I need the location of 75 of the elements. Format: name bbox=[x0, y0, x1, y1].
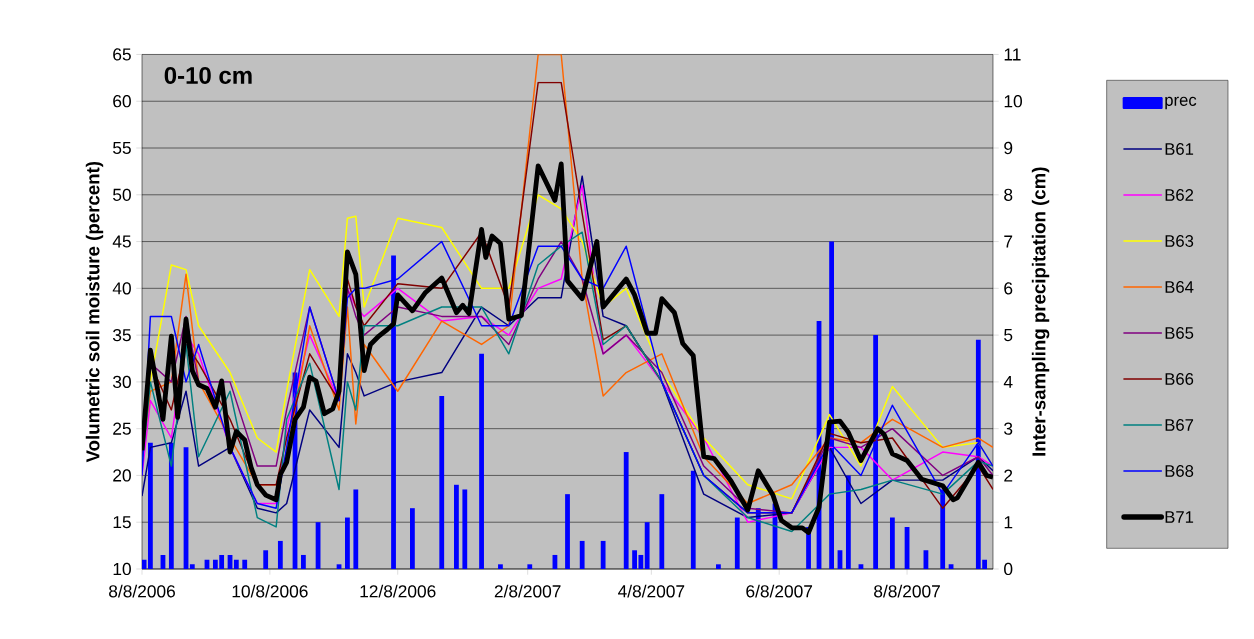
bar bbox=[565, 494, 570, 569]
y-tick-label: 55 bbox=[113, 141, 131, 155]
y2-tick-label: 7 bbox=[1004, 235, 1013, 248]
bar bbox=[716, 564, 721, 569]
y-tick-label: 30 bbox=[113, 375, 131, 389]
bar bbox=[498, 564, 503, 569]
y2-tick-label: 10 bbox=[1004, 95, 1023, 108]
bar bbox=[439, 395, 445, 569]
x-tick-label: 2/8/2007 bbox=[494, 584, 561, 598]
legend-label: B62 bbox=[1165, 189, 1194, 201]
y2-tick-label: 5 bbox=[1004, 329, 1013, 342]
y2-tick-label: 3 bbox=[1004, 422, 1013, 435]
x-tick-label: 8/8/2006 bbox=[109, 584, 175, 598]
legend-label: B61 bbox=[1165, 143, 1194, 155]
bar bbox=[336, 564, 342, 569]
bar bbox=[527, 564, 533, 569]
chart-title: 0-10 cm bbox=[164, 66, 252, 84]
y2-tick-label: 0 bbox=[1004, 562, 1013, 576]
bar bbox=[353, 489, 359, 569]
y-tick-label: 10 bbox=[113, 562, 131, 576]
legend-label: B67 bbox=[1165, 419, 1194, 431]
legend-label: prec bbox=[1165, 96, 1197, 110]
y2-tick-label: 11 bbox=[1004, 48, 1021, 61]
y-tick-label: 65 bbox=[113, 48, 131, 61]
y-tick-label: 50 bbox=[113, 188, 131, 201]
legend-label: B63 bbox=[1165, 235, 1194, 247]
legend-label: B71 bbox=[1165, 511, 1194, 523]
bar bbox=[242, 559, 248, 569]
y2-tick-label: 4 bbox=[1003, 375, 1013, 388]
x-tick-label: 12/8/2006 bbox=[360, 584, 436, 598]
y2-tick-label: 6 bbox=[1004, 282, 1013, 295]
x-tick-label: 6/8/2007 bbox=[746, 584, 813, 598]
bar bbox=[454, 484, 459, 569]
y-tick-label: 45 bbox=[112, 235, 131, 248]
y2-tick-label: 8 bbox=[1004, 188, 1013, 201]
y-tick-label: 40 bbox=[112, 282, 131, 295]
x-tick-label: 8/8/2007 bbox=[874, 584, 940, 598]
y2-tick-label: 9 bbox=[1004, 141, 1013, 155]
y-tick-label: 15 bbox=[113, 516, 131, 529]
y-tick-label: 25 bbox=[113, 422, 131, 435]
y2-tick-label: 2 bbox=[1004, 469, 1013, 482]
y-tick-label: 35 bbox=[113, 328, 131, 342]
legend-label: B64 bbox=[1165, 281, 1194, 293]
bar bbox=[948, 564, 954, 569]
bar bbox=[623, 452, 629, 569]
bar bbox=[858, 564, 864, 569]
bar bbox=[479, 353, 484, 569]
y-tick-label: 20 bbox=[113, 469, 131, 482]
bar bbox=[462, 489, 468, 569]
bar bbox=[410, 508, 415, 569]
bar bbox=[301, 554, 306, 569]
y2-tick-label: 1 bbox=[1004, 516, 1013, 529]
bar bbox=[168, 442, 174, 569]
bar bbox=[345, 517, 350, 569]
legend-label: B65 bbox=[1165, 327, 1194, 339]
bar bbox=[263, 550, 269, 569]
bar bbox=[147, 442, 153, 569]
legend-label: B68 bbox=[1165, 465, 1194, 477]
bar bbox=[845, 475, 851, 569]
bar bbox=[659, 494, 665, 569]
bar bbox=[233, 559, 239, 569]
legend-label: B66 bbox=[1165, 373, 1194, 385]
bar bbox=[579, 540, 585, 569]
x-tick-label: 10/8/2006 bbox=[232, 584, 308, 598]
x-tick-label: 4/8/2007 bbox=[618, 584, 685, 598]
bar bbox=[690, 470, 696, 569]
bar bbox=[277, 540, 283, 569]
bar bbox=[600, 540, 606, 569]
bar bbox=[189, 564, 195, 569]
y2-axis-title: Inter-sampling precipitation (cm) bbox=[1031, 167, 1050, 456]
bar bbox=[889, 517, 895, 569]
y-tick-label: 60 bbox=[113, 95, 131, 108]
bar bbox=[644, 522, 650, 569]
bar bbox=[734, 517, 740, 569]
y-axis-title: Volumetric soil moisture (percent) bbox=[85, 161, 104, 463]
